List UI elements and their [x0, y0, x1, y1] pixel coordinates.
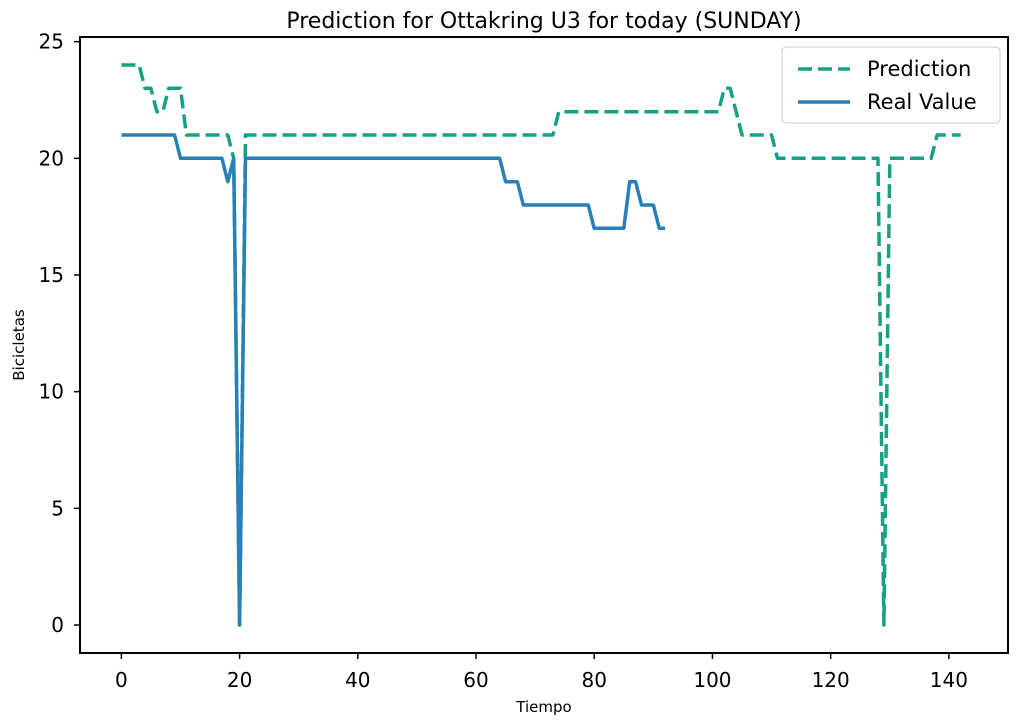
- x-tick-label: 140: [930, 668, 968, 692]
- y-tick-label: 15: [39, 263, 64, 287]
- series-line-prediction: [121, 63, 961, 627]
- y-tick-label: 5: [51, 496, 64, 520]
- y-tick-label: 0: [51, 613, 64, 637]
- x-axis-label: Tiempo: [515, 698, 571, 716]
- legend-box: [781, 46, 1001, 124]
- x-tick-label: 60: [463, 668, 488, 692]
- series-line-real-value: [121, 133, 666, 627]
- x-tick-label: 120: [812, 668, 850, 692]
- legend-entry-prediction: Prediction: [867, 57, 971, 81]
- x-tick-label: 80: [582, 668, 607, 692]
- x-tick-label: 40: [345, 668, 370, 692]
- series-group: [121, 63, 961, 627]
- tick-group: 0 20 40 60 80 100 120 140 0 5 10 15 20 25: [39, 30, 968, 692]
- y-tick-label: 25: [39, 30, 64, 54]
- plot-frame: [79, 36, 1009, 654]
- x-tick-label: 20: [227, 668, 252, 692]
- x-tick-label: 100: [693, 668, 731, 692]
- y-tick-label: 20: [39, 146, 64, 170]
- legend: Prediction Real Value: [781, 46, 1001, 124]
- y-tick-label: 10: [39, 380, 64, 404]
- y-axis-label: Bicicletas: [10, 309, 28, 381]
- x-tick-label: 0: [115, 668, 128, 692]
- chart-title: Prediction for Ottakring U3 for today (S…: [286, 9, 801, 34]
- legend-entry-real-value: Real Value: [867, 90, 977, 114]
